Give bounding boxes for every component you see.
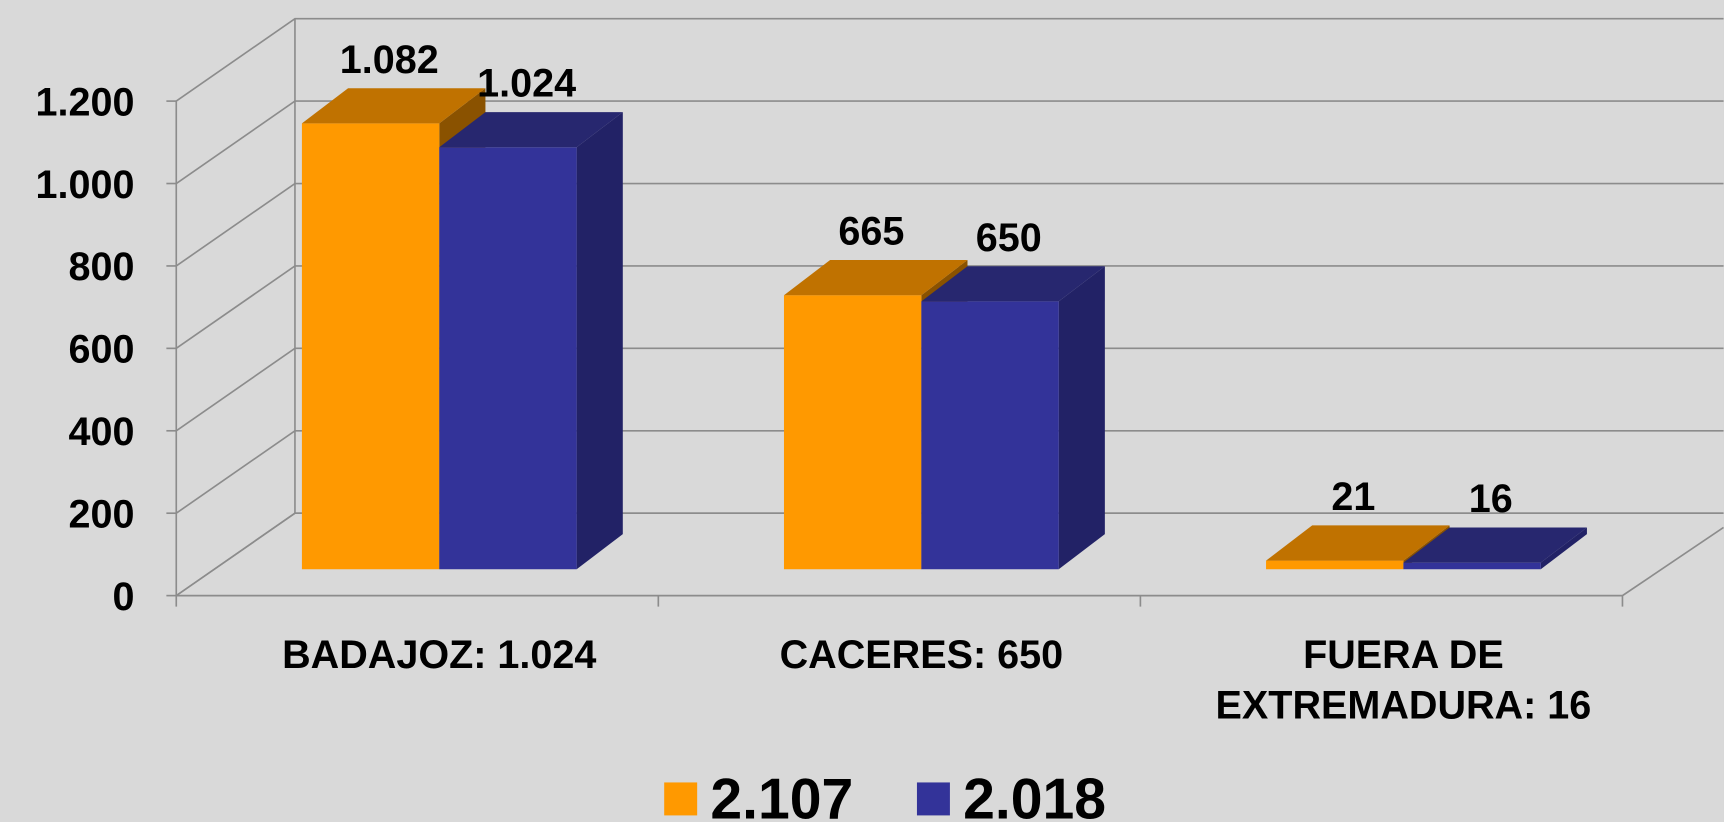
bar-front [783,295,922,570]
y-tick-label: 800 [69,245,135,289]
y-tick-label: 600 [69,328,135,372]
y-tick-label: 1.000 [36,163,135,207]
bar-front [301,123,440,570]
bar-top [301,88,486,124]
bar-front [921,301,1059,570]
y-tick-label: 0 [113,575,135,619]
grid-line [175,100,1724,185]
grid-line [175,182,1724,267]
y-tick-label: 400 [69,410,135,454]
bar-top [439,112,623,148]
legend-swatch [916,782,950,816]
bar-top [783,260,968,296]
bar-top [921,266,1105,302]
grid-line [175,347,1724,432]
grid-line [175,512,1724,597]
data-label: 650 [976,216,1042,260]
grid-line [175,265,1724,350]
bar [439,112,623,570]
data-label: 16 [1469,477,1513,521]
data-label: 1.082 [340,38,439,82]
bar-side [576,112,623,570]
bar-top [1266,525,1450,561]
data-label: 665 [838,210,904,254]
grid-line [175,17,1724,102]
bar-side [1540,527,1587,570]
bar-front [439,147,577,570]
data-label: 21 [1331,475,1375,519]
x-tick-label: CACERES: 650 [780,633,1064,677]
x-tick-label: FUERA DE EXTREMADURA: 16 [1216,633,1592,728]
legend-label: 2.018 [963,768,1106,822]
bar-side [1058,266,1105,570]
y-tick-label: 200 [69,492,135,536]
bar-front [1266,560,1404,570]
bar-front [1403,562,1541,570]
bar [921,266,1105,570]
y-tick-label: 1.200 [36,80,135,124]
legend-label: 2.107 [710,768,853,822]
grid-line [175,429,1724,514]
data-label: 1.024 [477,62,576,106]
legend-swatch [664,782,698,816]
bar [1403,527,1587,570]
bar-top [1403,527,1587,563]
x-tick-label: BADAJOZ: 1.024 [282,633,596,677]
